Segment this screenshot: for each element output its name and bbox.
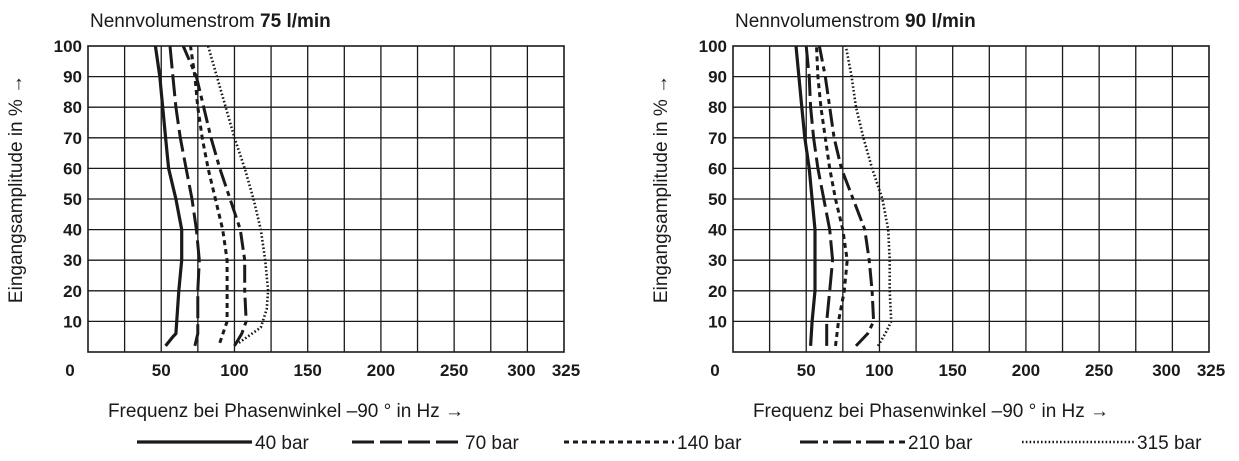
x-tick-label: 150 <box>294 361 322 380</box>
chart-left: Nennvolumenstrom 75 l/min 10 20 30 40 50 60 70… <box>6 11 580 422</box>
y-tick-label: 90 <box>63 68 82 87</box>
x-tick-label: 325 <box>552 361 580 380</box>
x-tick-label: 0 <box>65 361 74 380</box>
x-tick-label: 50 <box>152 361 171 380</box>
y-tick-label: 20 <box>63 282 82 301</box>
chart-title: Nennvolumenstrom 90 l/min <box>735 11 976 32</box>
chart-title: Nennvolumenstrom 75 l/min <box>90 11 331 32</box>
y-tick-label: 80 <box>708 98 727 117</box>
chart-title-value: 75 l/min <box>260 11 331 32</box>
y-tick-label: 10 <box>708 312 727 331</box>
chart-title-value: 90 l/min <box>905 11 976 32</box>
x-tick-label: 50 <box>797 361 816 380</box>
x-tick-label: 250 <box>440 361 468 380</box>
y-tick-label: 80 <box>63 98 82 117</box>
legend: 40 bar 70 bar 140 bar 210 bar 315 bar <box>137 433 1202 454</box>
y-tick-label: 70 <box>63 129 82 148</box>
legend-label: 315 bar <box>1137 433 1202 454</box>
x-tick-label: 325 <box>1197 361 1225 380</box>
x-tick-label: 250 <box>1085 361 1113 380</box>
y-tick-label: 70 <box>708 129 727 148</box>
series-line-315-bar <box>844 45 893 347</box>
y-tick-label: 50 <box>708 190 727 209</box>
legend-label: 40 bar <box>255 433 310 454</box>
grid <box>733 46 1209 352</box>
series-line-40-bar <box>153 45 184 347</box>
series-line-210-bar <box>181 45 248 347</box>
x-tick-label: 200 <box>1012 361 1040 380</box>
y-axis-label: Eingangsamplitude in % → <box>6 75 27 303</box>
series-line-40-bar <box>794 45 817 346</box>
x-axis-label: Frequenz bei Phasenwinkel –90 ° in Hz → <box>108 401 464 422</box>
y-tick-label: 10 <box>63 312 82 331</box>
series-line-140-bar <box>815 45 849 347</box>
y-tick-label: 50 <box>63 190 82 209</box>
plot-frame <box>732 45 1210 353</box>
y-tick-label: 30 <box>63 251 82 270</box>
x-tick-label: 300 <box>507 361 535 380</box>
legend-label: 70 bar <box>465 433 520 454</box>
x-tick-label: 200 <box>367 361 395 380</box>
x-axis-label: Frequenz bei Phasenwinkel –90 ° in Hz → <box>753 401 1109 422</box>
x-tick-label: 150 <box>939 361 967 380</box>
y-tick-label: 100 <box>54 37 82 56</box>
grid <box>88 46 564 352</box>
y-axis-label: Eingangsamplitude in % → <box>651 75 672 303</box>
series-line-315-bar <box>206 45 270 344</box>
y-tick-label: 60 <box>63 159 82 178</box>
x-tick-label: 100 <box>220 361 248 380</box>
legend-label: 140 bar <box>677 433 742 454</box>
y-tick-label: 40 <box>708 221 727 240</box>
x-tick-label: 0 <box>710 361 719 380</box>
x-tick-label: 100 <box>865 361 893 380</box>
series-line-70-bar <box>804 45 835 346</box>
plot-frame <box>87 45 565 353</box>
y-tick-label: 60 <box>708 159 727 178</box>
y-tick-label: 30 <box>708 251 727 270</box>
series-line-70-bar <box>168 45 201 347</box>
y-tick-label: 90 <box>708 68 727 87</box>
series-line-210-bar <box>817 45 876 347</box>
y-tick-label: 20 <box>708 282 727 301</box>
y-tick-label: 40 <box>63 221 82 240</box>
legend-label: 210 bar <box>908 433 973 454</box>
chart-right: Nennvolumenstrom 90 l/min 10 20 30 40 50 60 70… <box>651 11 1225 422</box>
y-tick-label: 100 <box>699 37 727 56</box>
x-tick-label: 300 <box>1152 361 1180 380</box>
series-line-140-bar <box>189 45 229 344</box>
